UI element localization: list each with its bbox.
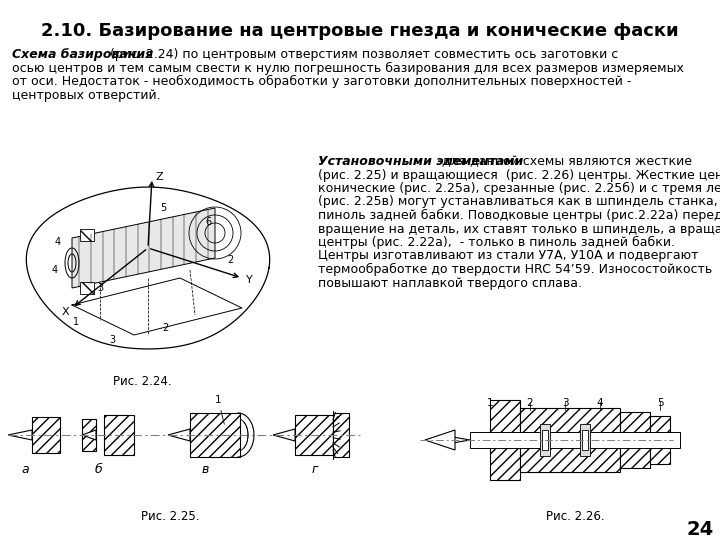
Text: повышают наплавкой твердого сплава.: повышают наплавкой твердого сплава.: [318, 276, 582, 289]
Text: термообработке до твердости HRC 54’59. Износостойкость: термообработке до твердости HRC 54’59. И…: [318, 263, 712, 276]
Bar: [80, 282, 94, 294]
Bar: [82, 419, 96, 451]
Text: от оси. Недостаток - необходимость обработки у заготовки дополнительных поверхно: от оси. Недостаток - необходимость обраб…: [12, 75, 631, 88]
Text: конические (рис. 2.25а), срезанные (рис. 2.25б) и с тремя ленточками: конические (рис. 2.25а), срезанные (рис.…: [318, 182, 720, 195]
Bar: [582, 430, 588, 450]
Text: 4: 4: [597, 398, 603, 408]
Text: 6: 6: [205, 217, 211, 227]
Bar: [580, 424, 590, 456]
Polygon shape: [425, 430, 455, 450]
Text: пиноль задней бабки. Поводковые центры (рис.2.22а) передают: пиноль задней бабки. Поводковые центры (…: [318, 209, 720, 222]
Text: Y: Y: [246, 275, 253, 285]
Text: (рис. 2.25в) могут устанавливаться как в шпиндель станка, так и в: (рис. 2.25в) могут устанавливаться как в…: [318, 195, 720, 208]
Bar: [80, 229, 94, 241]
Text: 4: 4: [52, 265, 58, 275]
Text: Рис. 2.26.: Рис. 2.26.: [546, 510, 604, 523]
Text: 2.10. Базирование на центровые гнезда и конические фаски: 2.10. Базирование на центровые гнезда и …: [41, 22, 679, 40]
Text: 3: 3: [109, 335, 115, 345]
Text: 3: 3: [562, 398, 568, 408]
Polygon shape: [8, 430, 32, 440]
Text: Рис. 2.24.: Рис. 2.24.: [113, 375, 171, 388]
Bar: [650, 416, 670, 464]
Text: центры (рис. 2.22а),  - только в пиноль задней бабки.: центры (рис. 2.22а), - только в пиноль з…: [318, 236, 675, 249]
Bar: [104, 415, 134, 455]
Bar: [542, 430, 548, 450]
Text: 2: 2: [527, 398, 534, 408]
Bar: [620, 412, 650, 468]
Text: центровых отверстий.: центровых отверстий.: [12, 89, 161, 102]
Bar: [190, 413, 240, 457]
Bar: [333, 413, 349, 457]
Text: (рис. 2.24) по центровым отверстиям позволяет совместить ось заготовки с: (рис. 2.24) по центровым отверстиям позв…: [107, 48, 618, 61]
Text: Схема базирования: Схема базирования: [12, 48, 153, 61]
Text: 1: 1: [73, 317, 79, 327]
Text: вращение на деталь, их ставят только в шпиндель, а вращающиеся: вращение на деталь, их ставят только в ш…: [318, 222, 720, 235]
Bar: [32, 417, 60, 453]
Polygon shape: [82, 430, 96, 440]
Text: для данной схемы являются жесткие: для данной схемы являются жесткие: [438, 155, 692, 168]
Text: 5: 5: [160, 203, 166, 213]
Bar: [520, 408, 620, 472]
Text: г: г: [312, 463, 318, 476]
Text: 2: 2: [162, 323, 168, 333]
Bar: [490, 400, 520, 480]
Text: Установочными элементами: Установочными элементами: [318, 155, 523, 168]
Bar: [470, 432, 680, 448]
Text: 4: 4: [55, 237, 61, 247]
Text: Рис. 2.25.: Рис. 2.25.: [140, 510, 199, 523]
Text: Z: Z: [155, 172, 163, 182]
Text: 1: 1: [215, 395, 225, 424]
Polygon shape: [72, 208, 215, 288]
Text: 1: 1: [487, 398, 493, 408]
Bar: [295, 415, 333, 455]
Text: 5: 5: [657, 398, 663, 408]
Text: в: в: [202, 463, 209, 476]
Polygon shape: [425, 436, 470, 444]
Text: X: X: [62, 307, 70, 317]
Text: Центры изготавливают из стали У7А, У10А и подвергают: Центры изготавливают из стали У7А, У10А …: [318, 249, 698, 262]
Text: 2: 2: [227, 255, 233, 265]
Text: б: б: [94, 463, 102, 476]
Bar: [540, 424, 550, 456]
Text: (рис. 2.25) и вращающиеся  (рис. 2.26) центры. Жесткие центры :: (рис. 2.25) и вращающиеся (рис. 2.26) це…: [318, 168, 720, 181]
Text: осью центров и тем самым свести к нулю погрешность базирования для всех размеров: осью центров и тем самым свести к нулю п…: [12, 62, 684, 75]
Text: а: а: [21, 463, 29, 476]
Text: 3: 3: [97, 283, 103, 293]
Polygon shape: [168, 429, 190, 441]
Polygon shape: [273, 429, 295, 441]
Text: 24: 24: [686, 520, 714, 539]
